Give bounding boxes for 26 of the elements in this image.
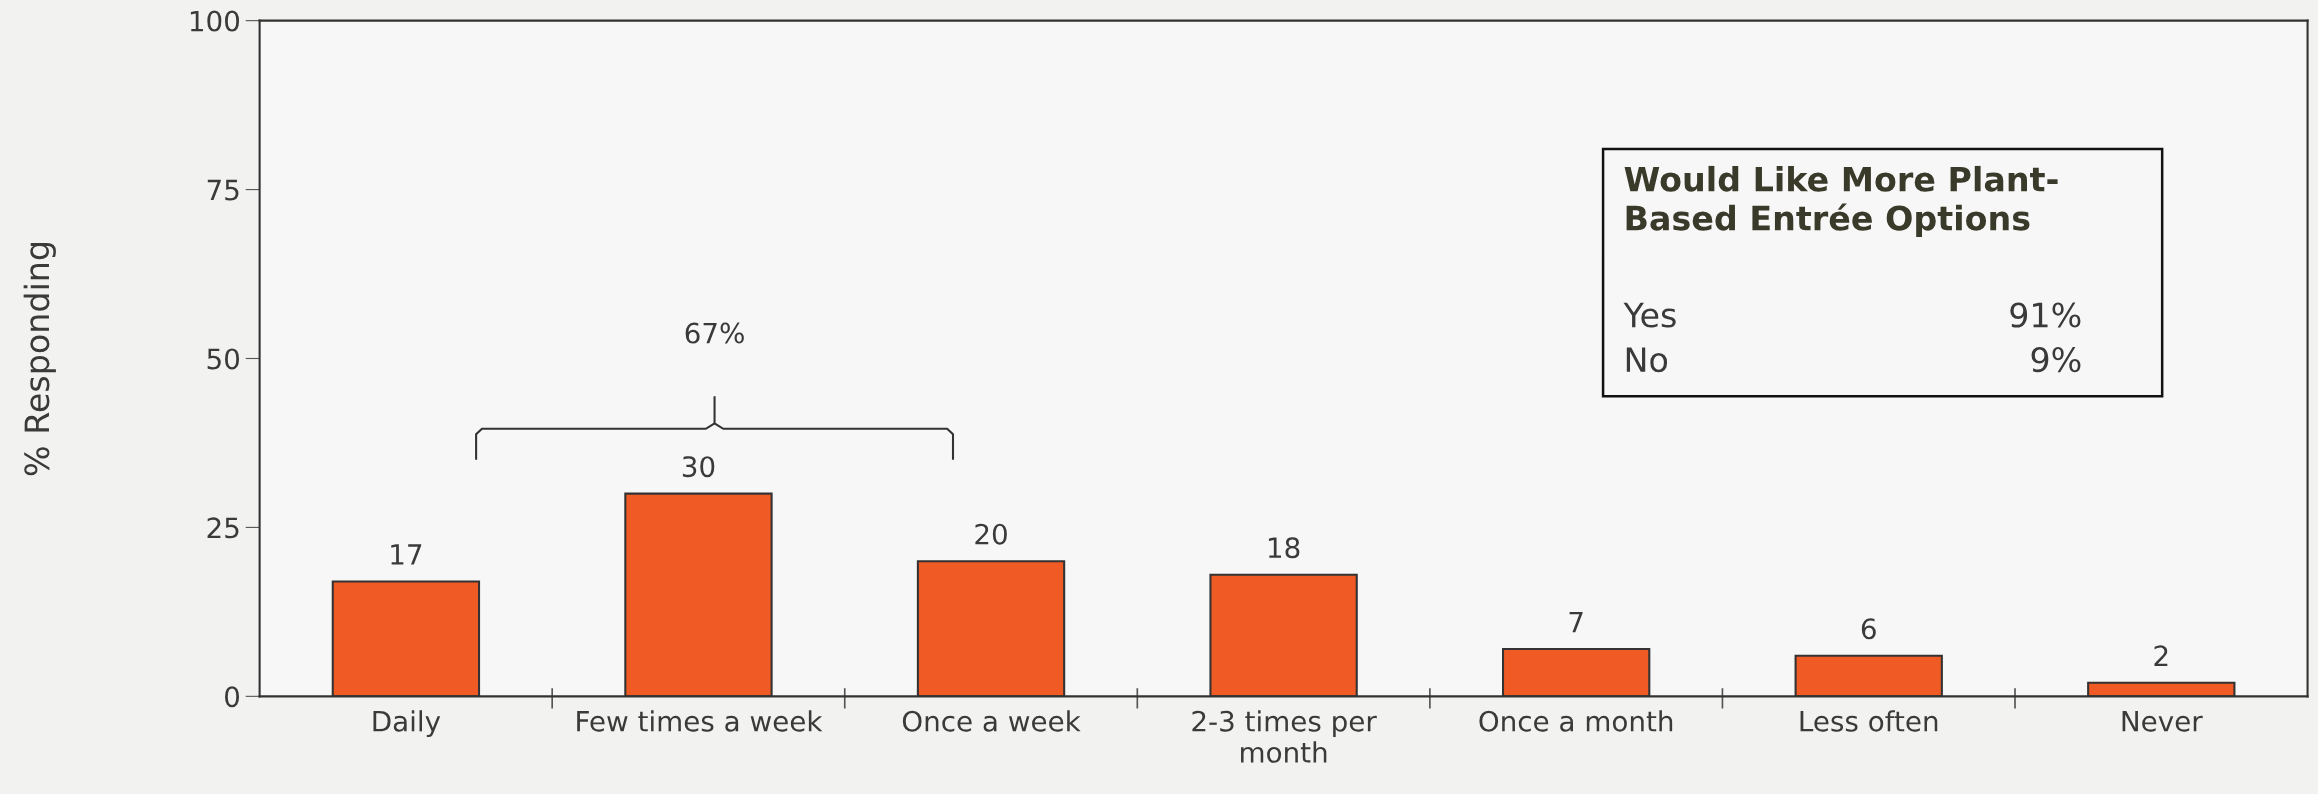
annotation: Yes bbox=[1623, 302, 1676, 328]
data-label: 18 bbox=[1268, 537, 1300, 559]
annotation: 9% bbox=[2031, 347, 2081, 373]
x-tick-label: Less often bbox=[1800, 710, 1938, 732]
data-label: 17 bbox=[391, 544, 422, 565]
data-label: 20 bbox=[975, 523, 1007, 545]
data-label: 30 bbox=[682, 456, 715, 478]
annotation: 67% bbox=[685, 322, 744, 344]
y-tick-label: 50 bbox=[207, 348, 240, 370]
y-tick-label: 0 bbox=[225, 686, 240, 708]
y-tick-label: 75 bbox=[207, 179, 239, 201]
y-tick-label: 25 bbox=[207, 517, 239, 539]
y-axis-title: % Responding bbox=[23, 242, 56, 476]
x-tick-label: Daily bbox=[373, 710, 441, 738]
x-tick-label: 2-3 times per month bbox=[1192, 710, 1377, 763]
x-tick-label: Few times a week bbox=[577, 710, 823, 732]
x-tick-label: Never bbox=[2122, 711, 2203, 732]
data-label: 2 bbox=[2154, 645, 2168, 666]
y-tick-label: 100 bbox=[190, 10, 240, 32]
data-label: 7 bbox=[1569, 611, 1583, 633]
x-tick-label: Once a month bbox=[1479, 710, 1673, 732]
annotation: 91% bbox=[2010, 302, 2081, 328]
annotation: No bbox=[1626, 347, 1668, 373]
data-label: 6 bbox=[1861, 618, 1876, 640]
annotation: Would Like More Plant- Based Entrée Options bbox=[1624, 165, 2058, 238]
x-tick-label: Once a week bbox=[902, 710, 1081, 732]
